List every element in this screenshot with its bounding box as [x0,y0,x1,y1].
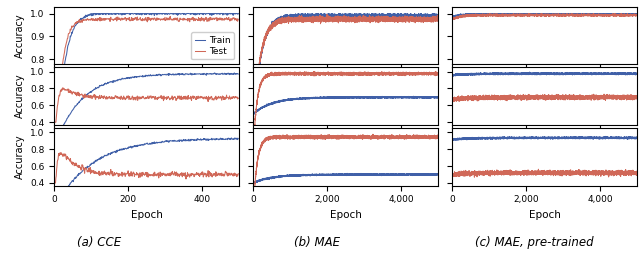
Train [51,217,58,220]
Train [51,145,58,148]
Train [230,71,238,74]
Line: Test: Test [54,153,238,183]
Train [160,73,168,76]
Line: Train: Train [54,138,238,208]
Test [234,18,242,21]
Y-axis label: Accuracy: Accuracy [15,74,25,118]
Train [138,12,146,15]
Train [227,136,235,139]
Text: (c) MAE, pre-trained: (c) MAE, pre-trained [475,236,594,249]
Text: (a) CCE: (a) CCE [77,236,121,249]
Test [150,174,158,178]
Legend: Train, Test: Train, Test [191,32,234,59]
Test [161,98,168,101]
Train [150,142,158,145]
Y-axis label: Accuracy: Accuracy [15,135,25,179]
Train [150,74,158,77]
Test [234,172,242,175]
Train [202,137,209,140]
X-axis label: Epoch: Epoch [529,210,561,220]
X-axis label: Epoch: Epoch [330,210,362,220]
Test [202,18,209,21]
Train [139,75,147,78]
Train [150,14,158,17]
Train [138,143,146,147]
Test [230,96,238,100]
Train [51,206,58,209]
Train [160,140,168,144]
Test [57,151,65,154]
Text: (b) MAE: (b) MAE [294,236,340,249]
Train [89,12,97,15]
Train [139,143,147,147]
Test [140,95,147,98]
Train [230,73,237,76]
Test [59,86,67,89]
Train [234,72,242,76]
Line: Test: Test [54,88,238,122]
Test [234,96,242,100]
Train [234,137,242,140]
Test [161,172,168,175]
Train [202,73,209,76]
Train [230,138,238,141]
Test [51,121,58,124]
Train [138,75,146,78]
Test [150,17,158,20]
Test [166,15,174,18]
Test [140,173,147,176]
Train [234,12,242,15]
Test [160,17,168,20]
Test [138,18,146,21]
Test [202,97,209,100]
Train [140,12,147,15]
Line: Train: Train [54,73,238,147]
Test [138,175,146,178]
Train [161,12,168,15]
Test [51,181,58,184]
Test [202,172,209,175]
Line: Test: Test [54,16,238,218]
Train [202,13,209,16]
Test [150,96,158,99]
Train [230,12,238,15]
Y-axis label: Accuracy: Accuracy [15,13,25,58]
Test [230,17,238,20]
Test [139,18,147,21]
Test [51,217,58,220]
Line: Train: Train [54,14,238,219]
X-axis label: Epoch: Epoch [131,210,163,220]
Test [138,95,146,98]
Test [230,174,238,177]
